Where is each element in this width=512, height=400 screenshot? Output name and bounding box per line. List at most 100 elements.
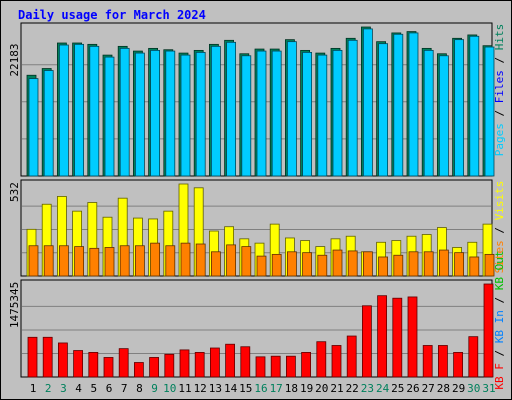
files-bar xyxy=(165,50,176,177)
x-tick-label: 18 xyxy=(285,382,298,395)
visits-legend-separator: / xyxy=(493,220,506,240)
files-bar xyxy=(408,32,419,177)
sites-bar xyxy=(43,245,54,277)
x-tick-label: 17 xyxy=(270,382,283,395)
x-tick-label: 5 xyxy=(90,382,97,395)
sites-bar xyxy=(332,249,343,277)
kb-bar xyxy=(407,296,418,378)
x-tick-label: 21 xyxy=(330,382,343,395)
x-tick-label: 11 xyxy=(178,382,191,395)
kb-bar xyxy=(483,283,494,378)
x-tick-label: 15 xyxy=(239,382,252,395)
files-bar xyxy=(454,39,465,177)
sites-bar xyxy=(74,246,84,277)
files-bar xyxy=(347,39,358,177)
visits-ymax-label: 532 xyxy=(8,182,21,202)
usage-legend: Pages / Files / Hits xyxy=(493,24,506,157)
sites-bar xyxy=(286,251,297,277)
kb-ymax-label: 1475345 xyxy=(8,282,21,328)
x-tick-label: 4 xyxy=(75,382,82,395)
x-tick-label: 9 xyxy=(151,382,158,395)
x-tick-label: 6 xyxy=(106,382,113,395)
files-bar xyxy=(256,50,267,177)
kb-bar xyxy=(422,345,433,378)
sites-bar xyxy=(469,256,480,277)
kb-bar xyxy=(225,343,236,378)
files-bar xyxy=(28,78,39,177)
sites-bar xyxy=(226,244,237,277)
usage-legend-separator: / xyxy=(493,103,506,123)
kb-bar xyxy=(255,356,266,378)
sites-bar xyxy=(484,253,495,277)
kb-bar xyxy=(285,355,296,378)
sites-bar xyxy=(256,255,267,277)
kb-bar xyxy=(209,347,220,378)
kb-legend-separator: / xyxy=(493,343,506,363)
files-bar xyxy=(362,28,373,177)
usage-legend-item: Files xyxy=(493,70,506,103)
sites-bar xyxy=(362,251,373,277)
files-bar xyxy=(89,45,100,177)
kb-bar xyxy=(73,350,83,378)
kb-legend-item: KB In xyxy=(493,310,506,343)
kb-bar xyxy=(331,345,342,378)
kb-bar xyxy=(361,305,372,378)
x-tick-label: 8 xyxy=(136,382,143,395)
files-bar xyxy=(226,41,237,177)
usage-legend-item: Pages xyxy=(493,123,506,156)
sites-bar xyxy=(150,242,161,277)
files-bar xyxy=(438,55,449,177)
sites-bar xyxy=(104,247,115,277)
plot-layer xyxy=(22,26,495,378)
x-tick-label: 20 xyxy=(315,382,328,395)
sites-bar xyxy=(408,251,419,277)
files-bar xyxy=(59,44,69,177)
files-bar xyxy=(332,49,343,177)
visits-legend-item: Sites xyxy=(493,240,506,273)
kb-bar xyxy=(392,297,403,378)
x-tick-label: 30 xyxy=(467,382,480,395)
x-tick-label: 10 xyxy=(163,382,176,395)
x-tick-label: 7 xyxy=(121,382,128,395)
sites-bar xyxy=(317,254,328,277)
kb-bar xyxy=(194,352,205,378)
x-tick-label: 27 xyxy=(422,382,435,395)
kb-legend-item: KB F xyxy=(493,363,506,390)
kb-bar xyxy=(118,348,129,378)
files-bar xyxy=(210,45,221,177)
kb-bar xyxy=(27,336,38,378)
sites-bar xyxy=(28,245,39,277)
x-tick-label: 25 xyxy=(391,382,404,395)
usage-ymax-label: 22183 xyxy=(8,43,21,76)
sites-bar xyxy=(195,243,206,277)
sites-bar xyxy=(165,245,176,277)
sites-bar xyxy=(438,249,449,277)
files-bar xyxy=(302,52,313,177)
files-bar xyxy=(180,54,191,177)
x-tick-label: 3 xyxy=(60,382,67,395)
x-tick-label: 31 xyxy=(482,382,495,395)
sites-bar xyxy=(89,247,100,277)
x-tick-label: 1 xyxy=(30,382,37,395)
sites-bar xyxy=(454,252,465,277)
sites-bar xyxy=(241,246,252,277)
kb-legend: KB F / KB In / KB Out xyxy=(493,250,506,389)
kb-bar xyxy=(88,352,99,378)
x-axis-labels: 1 2 3 4 5 6 7 8 9 10 11 12 13 14 15 16 17 18 19 20 21 22 23 24 2… xyxy=(30,382,496,395)
chart-title: Daily usage for March 2024 xyxy=(18,8,206,22)
files-bar xyxy=(469,35,480,177)
x-tick-label: 23 xyxy=(361,382,374,395)
files-bar xyxy=(119,47,130,177)
kb-bar xyxy=(377,295,388,378)
kb-bar xyxy=(103,357,114,378)
kb-bar xyxy=(453,352,464,378)
x-tick-label: 28 xyxy=(437,382,450,395)
files-bar xyxy=(43,70,54,177)
kb-bar xyxy=(316,341,327,378)
x-tick-label: 12 xyxy=(194,382,207,395)
files-bar xyxy=(150,49,161,177)
kb-bar xyxy=(270,355,281,378)
kb-bar xyxy=(240,346,251,378)
